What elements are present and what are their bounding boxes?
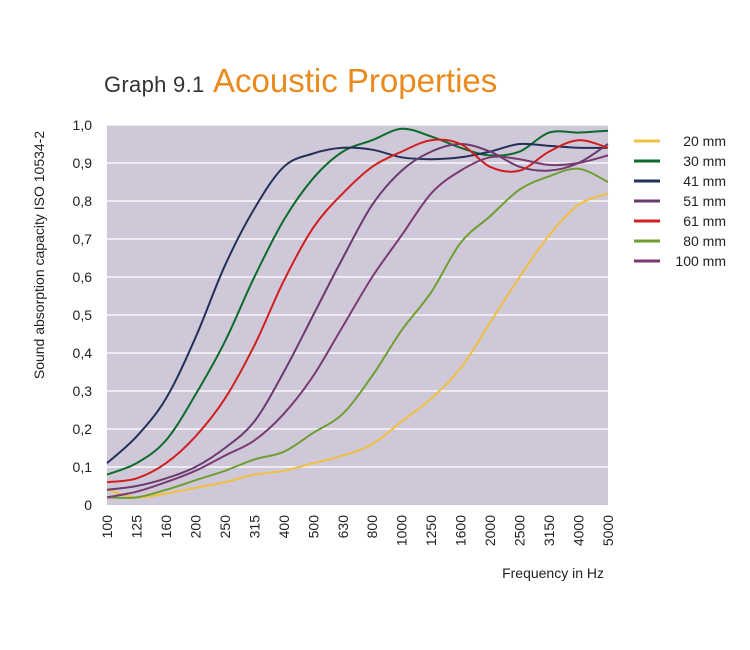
- series-line: [106, 143, 609, 491]
- y-tick-label: 0: [84, 497, 92, 513]
- y-axis-label: Sound absorption capacity ISO 10534-2: [31, 131, 47, 379]
- x-tick-label: 1000: [394, 515, 410, 546]
- x-tick-label: 125: [128, 515, 144, 539]
- chart-title: Graph 9.1 Acoustic Properties: [104, 62, 497, 100]
- x-tick-label: 1600: [453, 515, 469, 546]
- x-tick-label: 100: [99, 515, 115, 539]
- x-tick-label: 630: [335, 515, 351, 539]
- grid-lines: [107, 124, 608, 468]
- y-tick-label: 0,5: [73, 307, 93, 323]
- y-tick-label: 0,7: [73, 231, 93, 247]
- legend: 20 mm 30 mm 41 mm 51 mm 61 mm 80 mm 100 mm: [634, 133, 726, 269]
- y-tick-label: 0,9: [73, 155, 93, 171]
- x-tick-label: 250: [217, 515, 233, 539]
- legend-label: 61 mm: [683, 213, 726, 229]
- y-tick-label: 0,8: [73, 193, 93, 209]
- series-line: [106, 192, 609, 499]
- x-tick-label: 5000: [600, 515, 616, 546]
- y-tick-label: 0,6: [73, 269, 93, 285]
- y-tick-label: 0,3: [73, 383, 93, 399]
- legend-label: 100 mm: [675, 253, 726, 269]
- x-tick-label: 160: [158, 515, 174, 539]
- y-axis-ticks: 0 0,1 0,2 0,3 0,4 0,5 0,6 0,7 0,8 0,9 1,0: [73, 117, 93, 513]
- x-tick-label: 1250: [423, 515, 439, 546]
- y-tick-label: 1,0: [73, 117, 93, 133]
- series-line: [106, 138, 609, 484]
- y-tick-label: 0,1: [73, 459, 93, 475]
- x-axis-ticks: 100 125 160 200 250 315 400 500 630 800 1000 1250 16…: [99, 515, 616, 546]
- x-axis-label: Frequency in Hz: [502, 565, 604, 581]
- x-tick-label: 500: [305, 515, 321, 539]
- series-line: [106, 167, 609, 499]
- legend-label: 41 mm: [683, 173, 726, 189]
- series-line: [106, 127, 609, 476]
- series-line: [106, 154, 609, 499]
- x-tick-label: 3150: [541, 515, 557, 546]
- x-tick-label: 800: [364, 515, 380, 539]
- x-tick-label: 400: [276, 515, 292, 539]
- legend-label: 51 mm: [683, 193, 726, 209]
- legend-label: 80 mm: [683, 233, 726, 249]
- x-tick-label: 315: [246, 515, 262, 539]
- y-tick-label: 0,2: [73, 421, 93, 437]
- legend-label: 30 mm: [683, 153, 726, 169]
- legend-label: 20 mm: [683, 133, 726, 149]
- chart-title-prefix: Graph 9.1: [104, 72, 205, 97]
- x-tick-label: 2500: [512, 515, 528, 546]
- chart-title-main: Acoustic Properties: [213, 62, 498, 99]
- series-line: [106, 142, 609, 464]
- series-lines: [106, 127, 609, 499]
- x-tick-label: 4000: [571, 515, 587, 546]
- y-tick-label: 0,4: [73, 345, 93, 361]
- x-tick-label: 2000: [482, 515, 498, 546]
- x-tick-label: 200: [187, 515, 203, 539]
